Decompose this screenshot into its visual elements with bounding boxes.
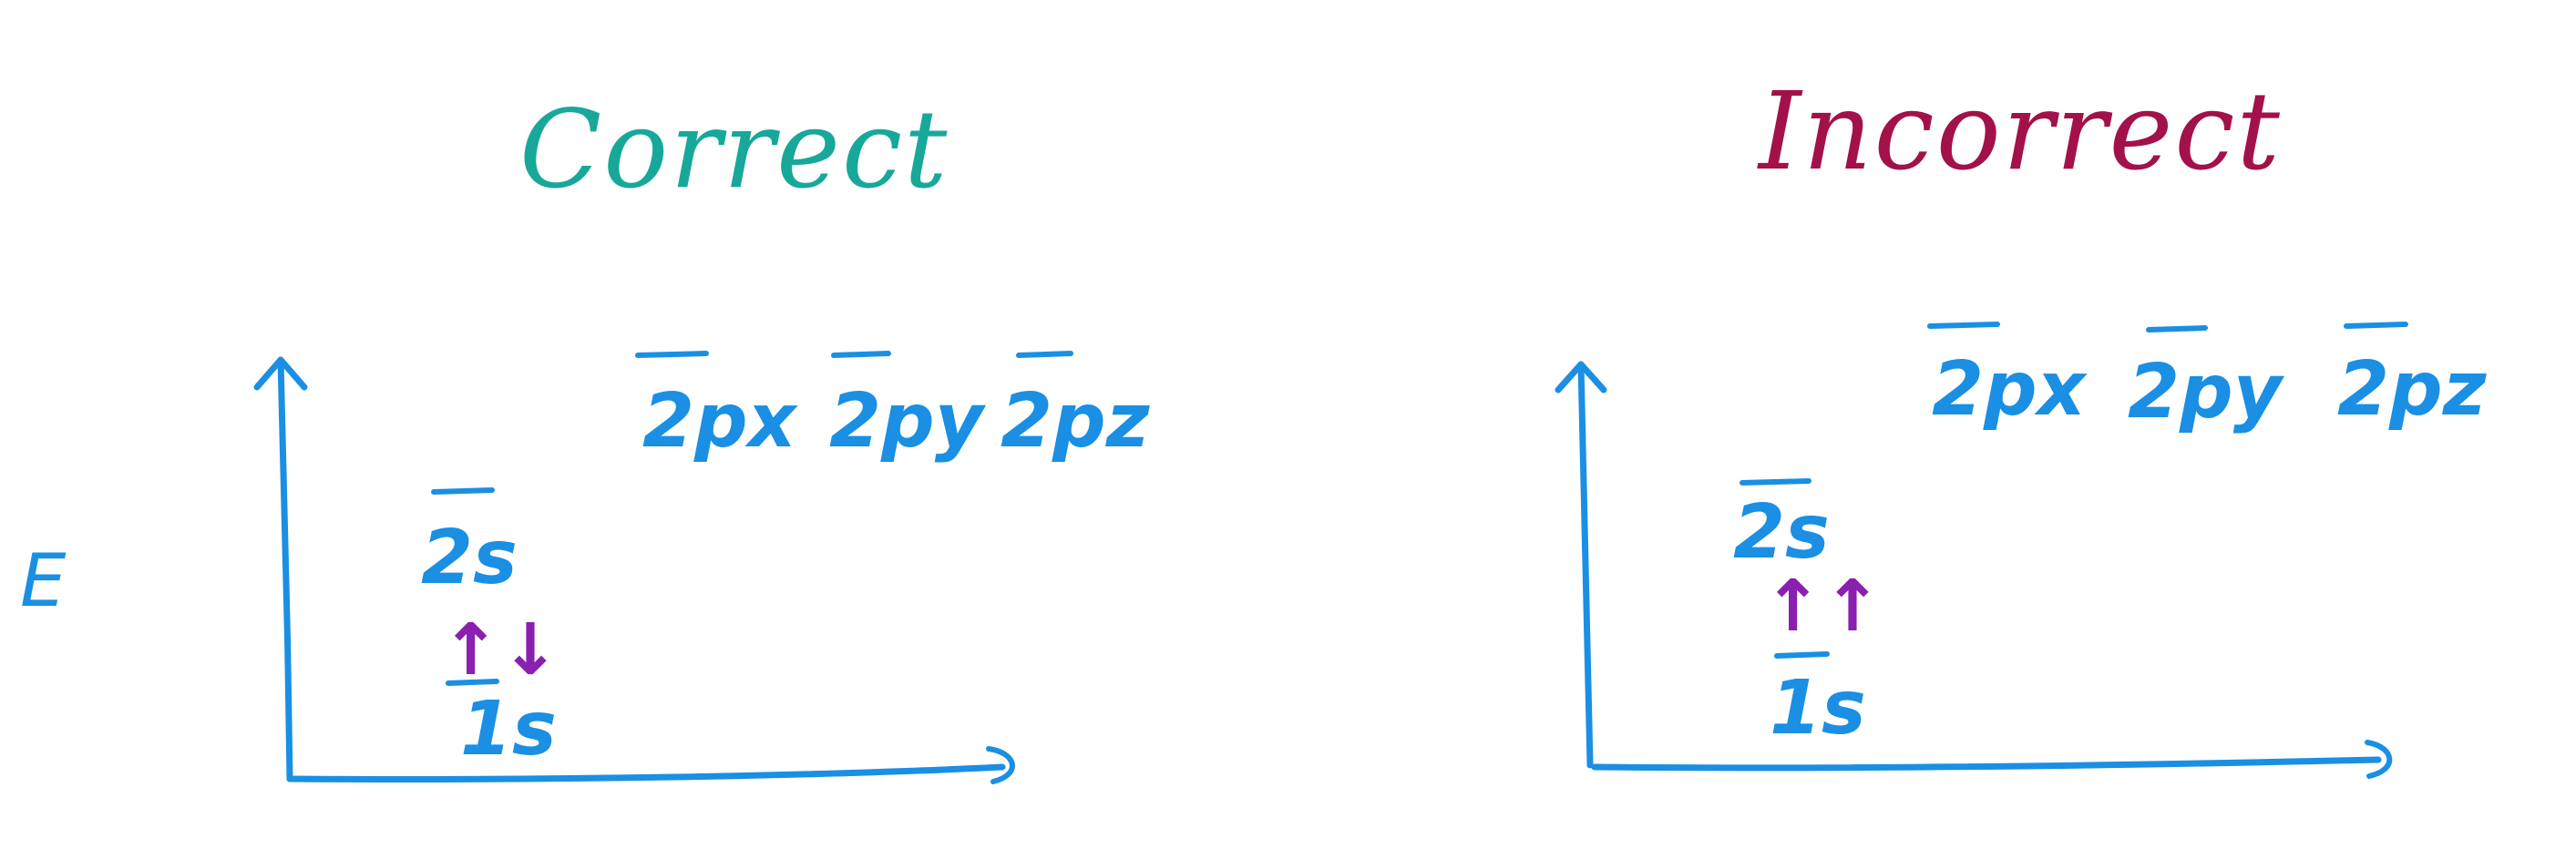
incorrect-1s-electrons: ↑↑: [1763, 566, 1883, 648]
correct-energy-axis: [277, 356, 293, 783]
incorrect-2py-level-line: [2146, 325, 2208, 332]
correct-1s-electrons: ↑↓: [441, 609, 560, 691]
correct-2py-label: 2py: [829, 378, 987, 465]
incorrect-1s-level-line: [1774, 651, 1830, 659]
incorrect-panel: Incorrect 1s ↑↑ 2s 2px 2py 2pz: [1555, 68, 2488, 779]
incorrect-2py-label: 2py: [2128, 349, 2285, 435]
incorrect-title: Incorrect: [1757, 68, 2282, 194]
correct-1s-level-line: [446, 679, 499, 686]
correct-2pz-label: 2pz: [1001, 378, 1151, 465]
correct-panel: Correct 1s ↑↓ 2s 2px 2py 2pz: [253, 87, 1151, 784]
incorrect-2px-label: 2px: [1932, 346, 2089, 433]
correct-x-axis: [286, 763, 1006, 783]
incorrect-x-axis: [1591, 756, 2382, 772]
incorrect-2px-level-line: [1927, 322, 2000, 329]
correct-2s-level-line: [431, 487, 495, 495]
correct-x-axis-arrowhead: [986, 746, 1015, 784]
correct-title: Correct: [519, 87, 949, 212]
correct-2pz-level-line: [1016, 351, 1073, 358]
incorrect-energy-axis: [1577, 361, 1594, 769]
incorrect-2pz-level-line: [2344, 322, 2408, 329]
incorrect-energy-axis-arrowhead: [1555, 361, 1607, 394]
correct-2px-level-line: [635, 351, 709, 358]
incorrect-x-axis-arrowhead: [2365, 740, 2393, 779]
incorrect-2s-level-line: [1740, 478, 1811, 486]
correct-energy-axis-arrowhead: [253, 356, 308, 391]
correct-2px-label: 2px: [642, 378, 799, 465]
energy-axis-label: E: [20, 538, 67, 623]
correct-2s-label: 2s: [421, 515, 518, 601]
correct-1s-label: 1s: [460, 686, 557, 772]
incorrect-1s-label: 1s: [1770, 665, 1866, 752]
correct-2py-level-line: [831, 351, 891, 358]
incorrect-2s-label: 2s: [1733, 489, 1830, 576]
incorrect-2pz-label: 2pz: [2337, 346, 2488, 433]
